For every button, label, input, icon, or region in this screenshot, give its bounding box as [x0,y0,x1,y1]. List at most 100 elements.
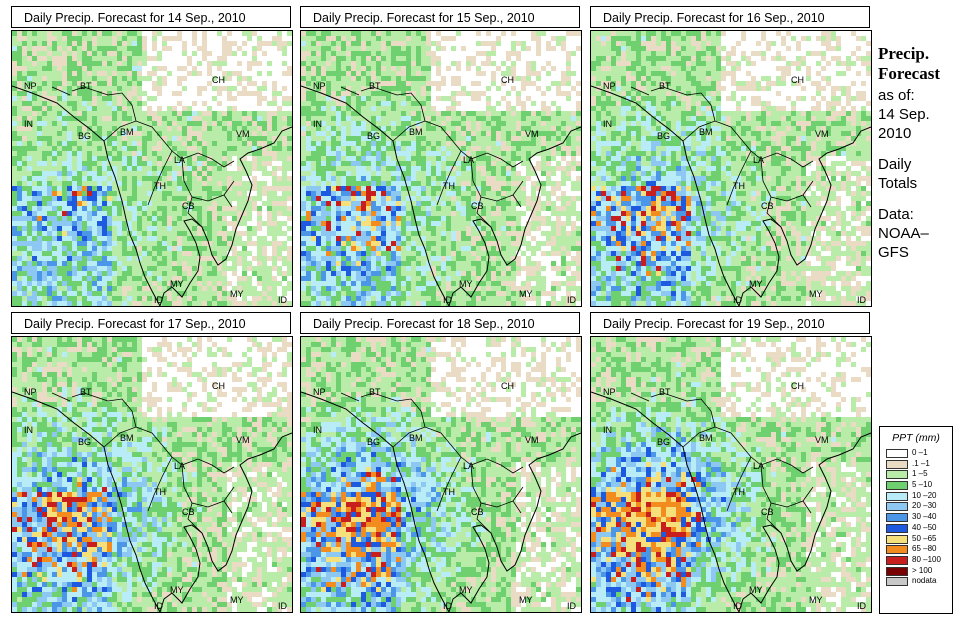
legend-label: 10 –20 [912,490,937,500]
country-label: CB [761,507,774,517]
legend-swatch [886,555,908,565]
data-source-label-3: GFS [878,244,909,261]
sidebar-heading-1: Precip. [878,44,930,63]
panel-title: Daily Precip. Forecast for 14 Sep., 2010 [11,6,291,28]
panel-title: Daily Precip. Forecast for 17 Sep., 2010 [11,312,291,334]
country-borders [51,392,235,534]
country-label: CH [791,75,804,85]
country-label: MY [519,595,533,605]
country-borders [340,392,524,534]
legend-label: > 100 [912,565,933,575]
country-label: BM [120,433,134,443]
country-label: ID [857,295,867,305]
country-label: TH [443,181,455,191]
legend-label: 30 –40 [912,512,937,522]
precip-map: NP BT IN BG BM CH VM LA TH CB MY ID MY ID [11,30,293,307]
legend-label: 20 –30 [912,501,937,511]
country-label: TH [733,181,745,191]
country-label: BT [659,387,671,397]
country-label: MY [749,279,763,289]
country-label: CB [471,201,484,211]
country-label: VM [525,129,539,139]
legend-swatch [886,577,908,587]
country-label: LA [463,461,474,471]
country-label: TH [154,487,166,497]
panel-title: Daily Precip. Forecast for 15 Sep., 2010 [300,6,580,28]
sidebar-info: Precip. Forecast as of: 14 Sep. 2010 Dai… [878,44,962,262]
legend-item: 20 –30 [880,501,952,512]
data-source-label-1: Data: [878,206,914,223]
country-label: VM [815,129,829,139]
country-label: ID [443,601,453,611]
totals-label-2: Totals [878,175,918,192]
country-label: NP [603,387,616,397]
legend-swatch [886,481,908,491]
country-label: BT [369,81,381,91]
coastline [591,391,871,612]
legend-item: 65 –80 [880,544,952,555]
country-label: BT [369,387,381,397]
precip-map: NP BT IN BG BM CH VM LA TH CB MY ID MY ID [11,336,293,613]
legend-swatch [886,545,908,555]
country-label: ID [154,601,164,611]
legend-swatch [886,449,908,458]
precip-map: NP BT IN BG BM CH VM LA TH CB MY ID MY ID [590,336,872,613]
legend-label: .1 –1 [912,458,930,468]
country-label: LA [463,155,474,165]
country-label: BM [120,127,134,137]
country-label: BT [80,81,92,91]
country-label: IN [24,119,33,129]
legend-swatch [886,523,908,533]
legend-swatch [886,502,908,512]
country-label: CB [761,201,774,211]
country-label: IN [24,425,33,435]
country-borders [630,392,814,534]
legend-item: 50 –65 [880,534,952,545]
country-borders [51,86,235,228]
country-label: BG [78,437,91,447]
country-label: MY [170,585,184,595]
coastline [301,391,581,612]
legend-label: 40 –50 [912,522,937,532]
country-label: MY [809,289,823,299]
precip-legend: PPT (mm) 0 –1.1 –1 1 –5 5 –10 10 –20 20 –30 3… [879,426,953,614]
legend-item: nodata [880,576,952,587]
country-label: MY [519,289,533,299]
country-label: CH [501,75,514,85]
country-label: IN [603,425,612,435]
legend-swatch [886,491,908,501]
country-label: NP [603,81,616,91]
country-label: BM [699,127,713,137]
country-label: MY [459,279,473,289]
country-label: MY [749,585,763,595]
as-of-date-2: 2010 [878,125,912,142]
legend-item: 1 –5 [880,469,952,480]
country-label: MY [809,595,823,605]
legend-title: PPT (mm) [892,432,940,444]
legend-item: 30 –40 [880,512,952,523]
legend-label: 80 –100 [912,554,941,564]
country-label: BG [367,131,380,141]
country-label: BM [409,433,423,443]
precip-map: NP BT IN BG BM CH VM LA TH CB MY ID MY ID [300,30,582,307]
country-label: BT [659,81,671,91]
precip-map: NP BT IN BG BM CH VM LA TH CB MY ID MY ID [590,30,872,307]
country-label: BG [78,131,91,141]
country-label: ID [278,295,288,305]
data-source-label-2: NOAA– [878,225,929,242]
country-label: IN [313,119,322,129]
legend-swatch [886,459,908,469]
country-label: CH [212,75,225,85]
country-label: CB [182,201,195,211]
country-label: ID [733,295,743,305]
as-of-label: as of: [878,87,915,104]
legend-swatch [886,534,908,544]
country-label: CH [212,381,225,391]
coastline [12,85,292,306]
panel-title: Daily Precip. Forecast for 19 Sep., 2010 [590,312,870,334]
country-label: LA [174,461,185,471]
country-borders [630,86,814,228]
country-label: ID [733,601,743,611]
country-label: VM [525,435,539,445]
country-label: VM [236,435,250,445]
